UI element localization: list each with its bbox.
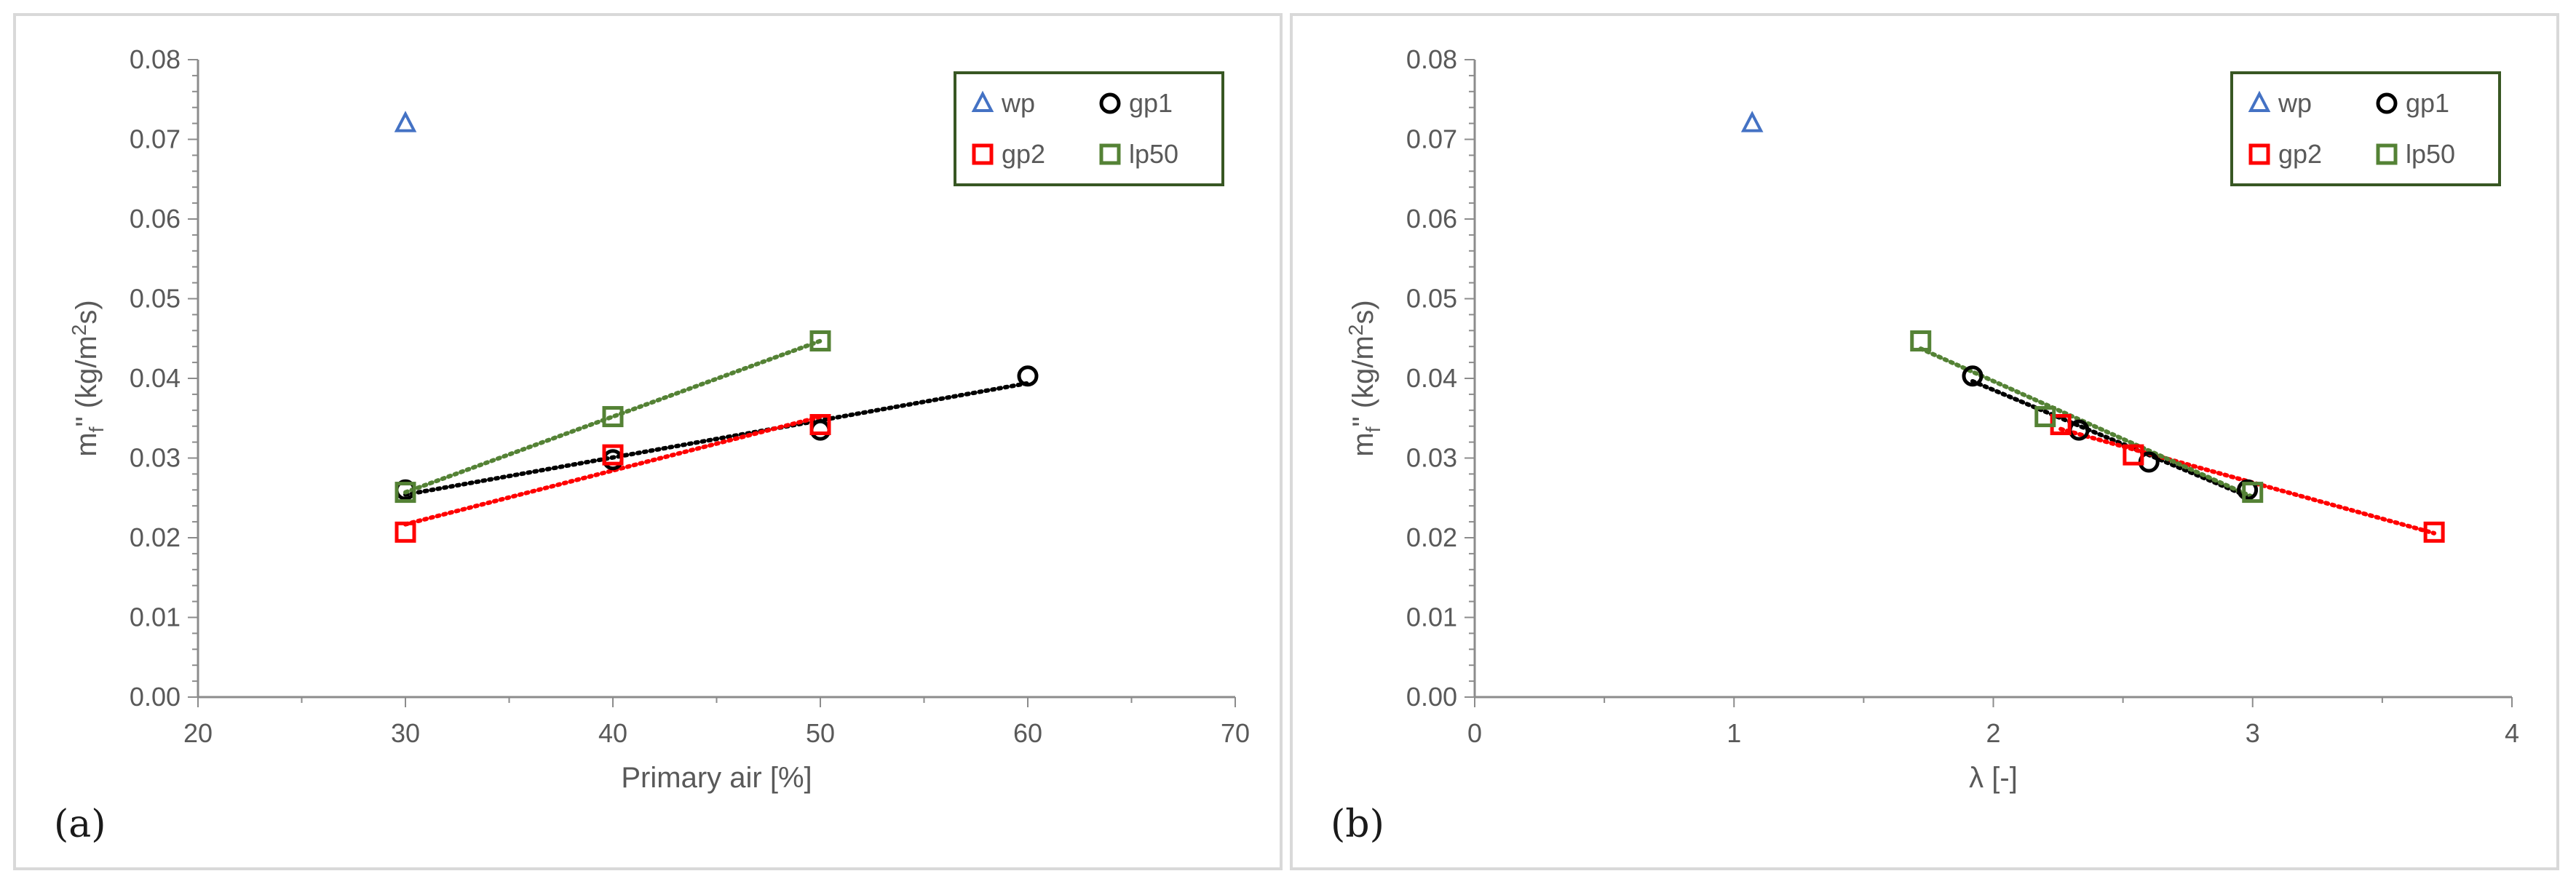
y-tick-label: 0.08 (1406, 44, 1457, 74)
chart-a-svg: 0.00 0.01 0.02 0.03 0.04 0.05 0.06 0.07 0.08 20 30… (54, 44, 1250, 846)
trendline-gp2 (403, 414, 823, 527)
y-title-end: s) (1347, 300, 1379, 324)
x-axis-title: λ [-] (1969, 762, 2018, 794)
y-tick-label: 0.06 (1406, 204, 1457, 234)
legend-label-gp2: gp2 (2278, 139, 2322, 169)
legend-label-gp1: gp1 (1129, 88, 1173, 118)
y-title-mid: " (kg/m (1347, 335, 1379, 426)
point-gp2 (2423, 521, 2445, 543)
legend-marker-gp2 (2248, 143, 2270, 165)
y-tick-label: 0.02 (1406, 522, 1457, 552)
legend-box (2230, 71, 2501, 186)
trendline-lp50 (1918, 346, 2255, 499)
x-axis-title: Primary air [%] (621, 762, 812, 794)
point-wp (1740, 111, 1764, 132)
y-tick-label: 0.01 (1406, 602, 1457, 632)
x-tick-label: 30 (391, 718, 420, 748)
x-tick-label: 20 (183, 718, 213, 748)
chart-panel-b: 0.00 0.01 0.02 0.03 0.04 0.05 0.06 0.07 0.08 0 1 2 3… (1290, 13, 2559, 870)
point-gp2 (2123, 444, 2144, 466)
legend-label-gp2: gp2 (1002, 139, 1045, 169)
legend-label-gp1: gp1 (2406, 88, 2449, 118)
x-tick-label: 3 (2246, 718, 2260, 748)
y-tick-label: 0.06 (130, 204, 181, 234)
y-tick-label: 0.03 (130, 443, 181, 473)
y-title-mid: " (kg/m (71, 335, 103, 426)
point-lp50 (809, 330, 831, 352)
x-tick-label: 70 (1221, 718, 1250, 748)
legend-marker-gp1 (1099, 92, 1121, 114)
trendline-gp1 (1970, 378, 2250, 498)
x-tick-label: 60 (1013, 718, 1042, 748)
x-tick-label: 1 (1727, 718, 1741, 748)
point-gp2 (809, 414, 831, 436)
point-gp1 (2237, 479, 2259, 501)
y-tick-label: 0.07 (1406, 124, 1457, 154)
point-gp1 (809, 419, 831, 441)
point-gp1 (1962, 365, 1983, 387)
legend-label-lp50: lp50 (2406, 139, 2455, 169)
y-tick-label: 0.04 (1406, 363, 1457, 393)
legend-label-wp: wp (1001, 88, 1035, 118)
chart-b-svg: 0.00 0.01 0.02 0.03 0.04 0.05 0.06 0.07 0.08 0 1 2 3… (1331, 44, 2519, 846)
y-tick-label: 0.00 (1406, 682, 1457, 712)
y-axis-title: mf" (kg/m2s) (68, 300, 108, 456)
x-tick-label: 0 (1467, 718, 1482, 748)
y-tick-label: 0.00 (130, 682, 181, 712)
legend-marker-lp50 (1099, 143, 1121, 165)
y-title-end: s) (71, 300, 103, 324)
x-tick-label: 2 (1986, 718, 2000, 748)
point-lp50 (2242, 482, 2264, 504)
point-lp50 (395, 482, 416, 504)
y-title-sup: 2 (68, 325, 90, 336)
y-tick-label: 0.07 (130, 124, 181, 154)
y-tick-label: 0.03 (1406, 443, 1457, 473)
legend-marker-wp (2248, 90, 2271, 112)
point-lp50 (602, 406, 624, 428)
y-title-main: m (1347, 432, 1379, 456)
y-title-sup: 2 (1344, 325, 1367, 336)
y-tick-label: 0.08 (130, 44, 181, 74)
x-tick-label: 50 (806, 718, 835, 748)
y-tick-label: 0.05 (130, 284, 181, 314)
x-tick-label: 40 (598, 718, 627, 748)
legend-label-wp: wp (2278, 88, 2312, 118)
y-tick-label: 0.01 (130, 602, 181, 632)
y-tick-label: 0.02 (130, 522, 181, 552)
chart-panel-a: 0.00 0.01 0.02 0.03 0.04 0.05 0.06 0.07 0.08 20 30… (13, 13, 1283, 870)
point-gp2 (395, 521, 416, 543)
y-axis-title: mf" (kg/m2s) (1344, 300, 1384, 456)
legend-marker-gp2 (972, 143, 994, 165)
y-title-sub: f (85, 426, 108, 432)
panel-label: (a) (54, 803, 106, 846)
y-title-main: m (71, 432, 103, 456)
y-tick-label: 0.04 (130, 363, 181, 393)
legend-marker-wp (971, 90, 994, 112)
trendline-gp1 (403, 381, 1030, 497)
legend-label-lp50: lp50 (1129, 139, 1178, 169)
legend-marker-lp50 (2376, 143, 2398, 165)
panel-label: (b) (1331, 803, 1384, 846)
legend-box (954, 71, 1224, 186)
point-gp2 (602, 444, 624, 466)
point-gp1 (1017, 365, 1039, 387)
y-tick-label: 0.05 (1406, 284, 1457, 314)
point-lp50 (1910, 330, 1932, 352)
point-lp50 (2034, 406, 2056, 428)
trendline-lp50 (403, 338, 823, 495)
x-tick-label: 4 (2505, 718, 2519, 748)
point-wp (394, 111, 417, 132)
legend-marker-gp1 (2376, 92, 2398, 114)
y-title-sub: f (1362, 426, 1384, 432)
